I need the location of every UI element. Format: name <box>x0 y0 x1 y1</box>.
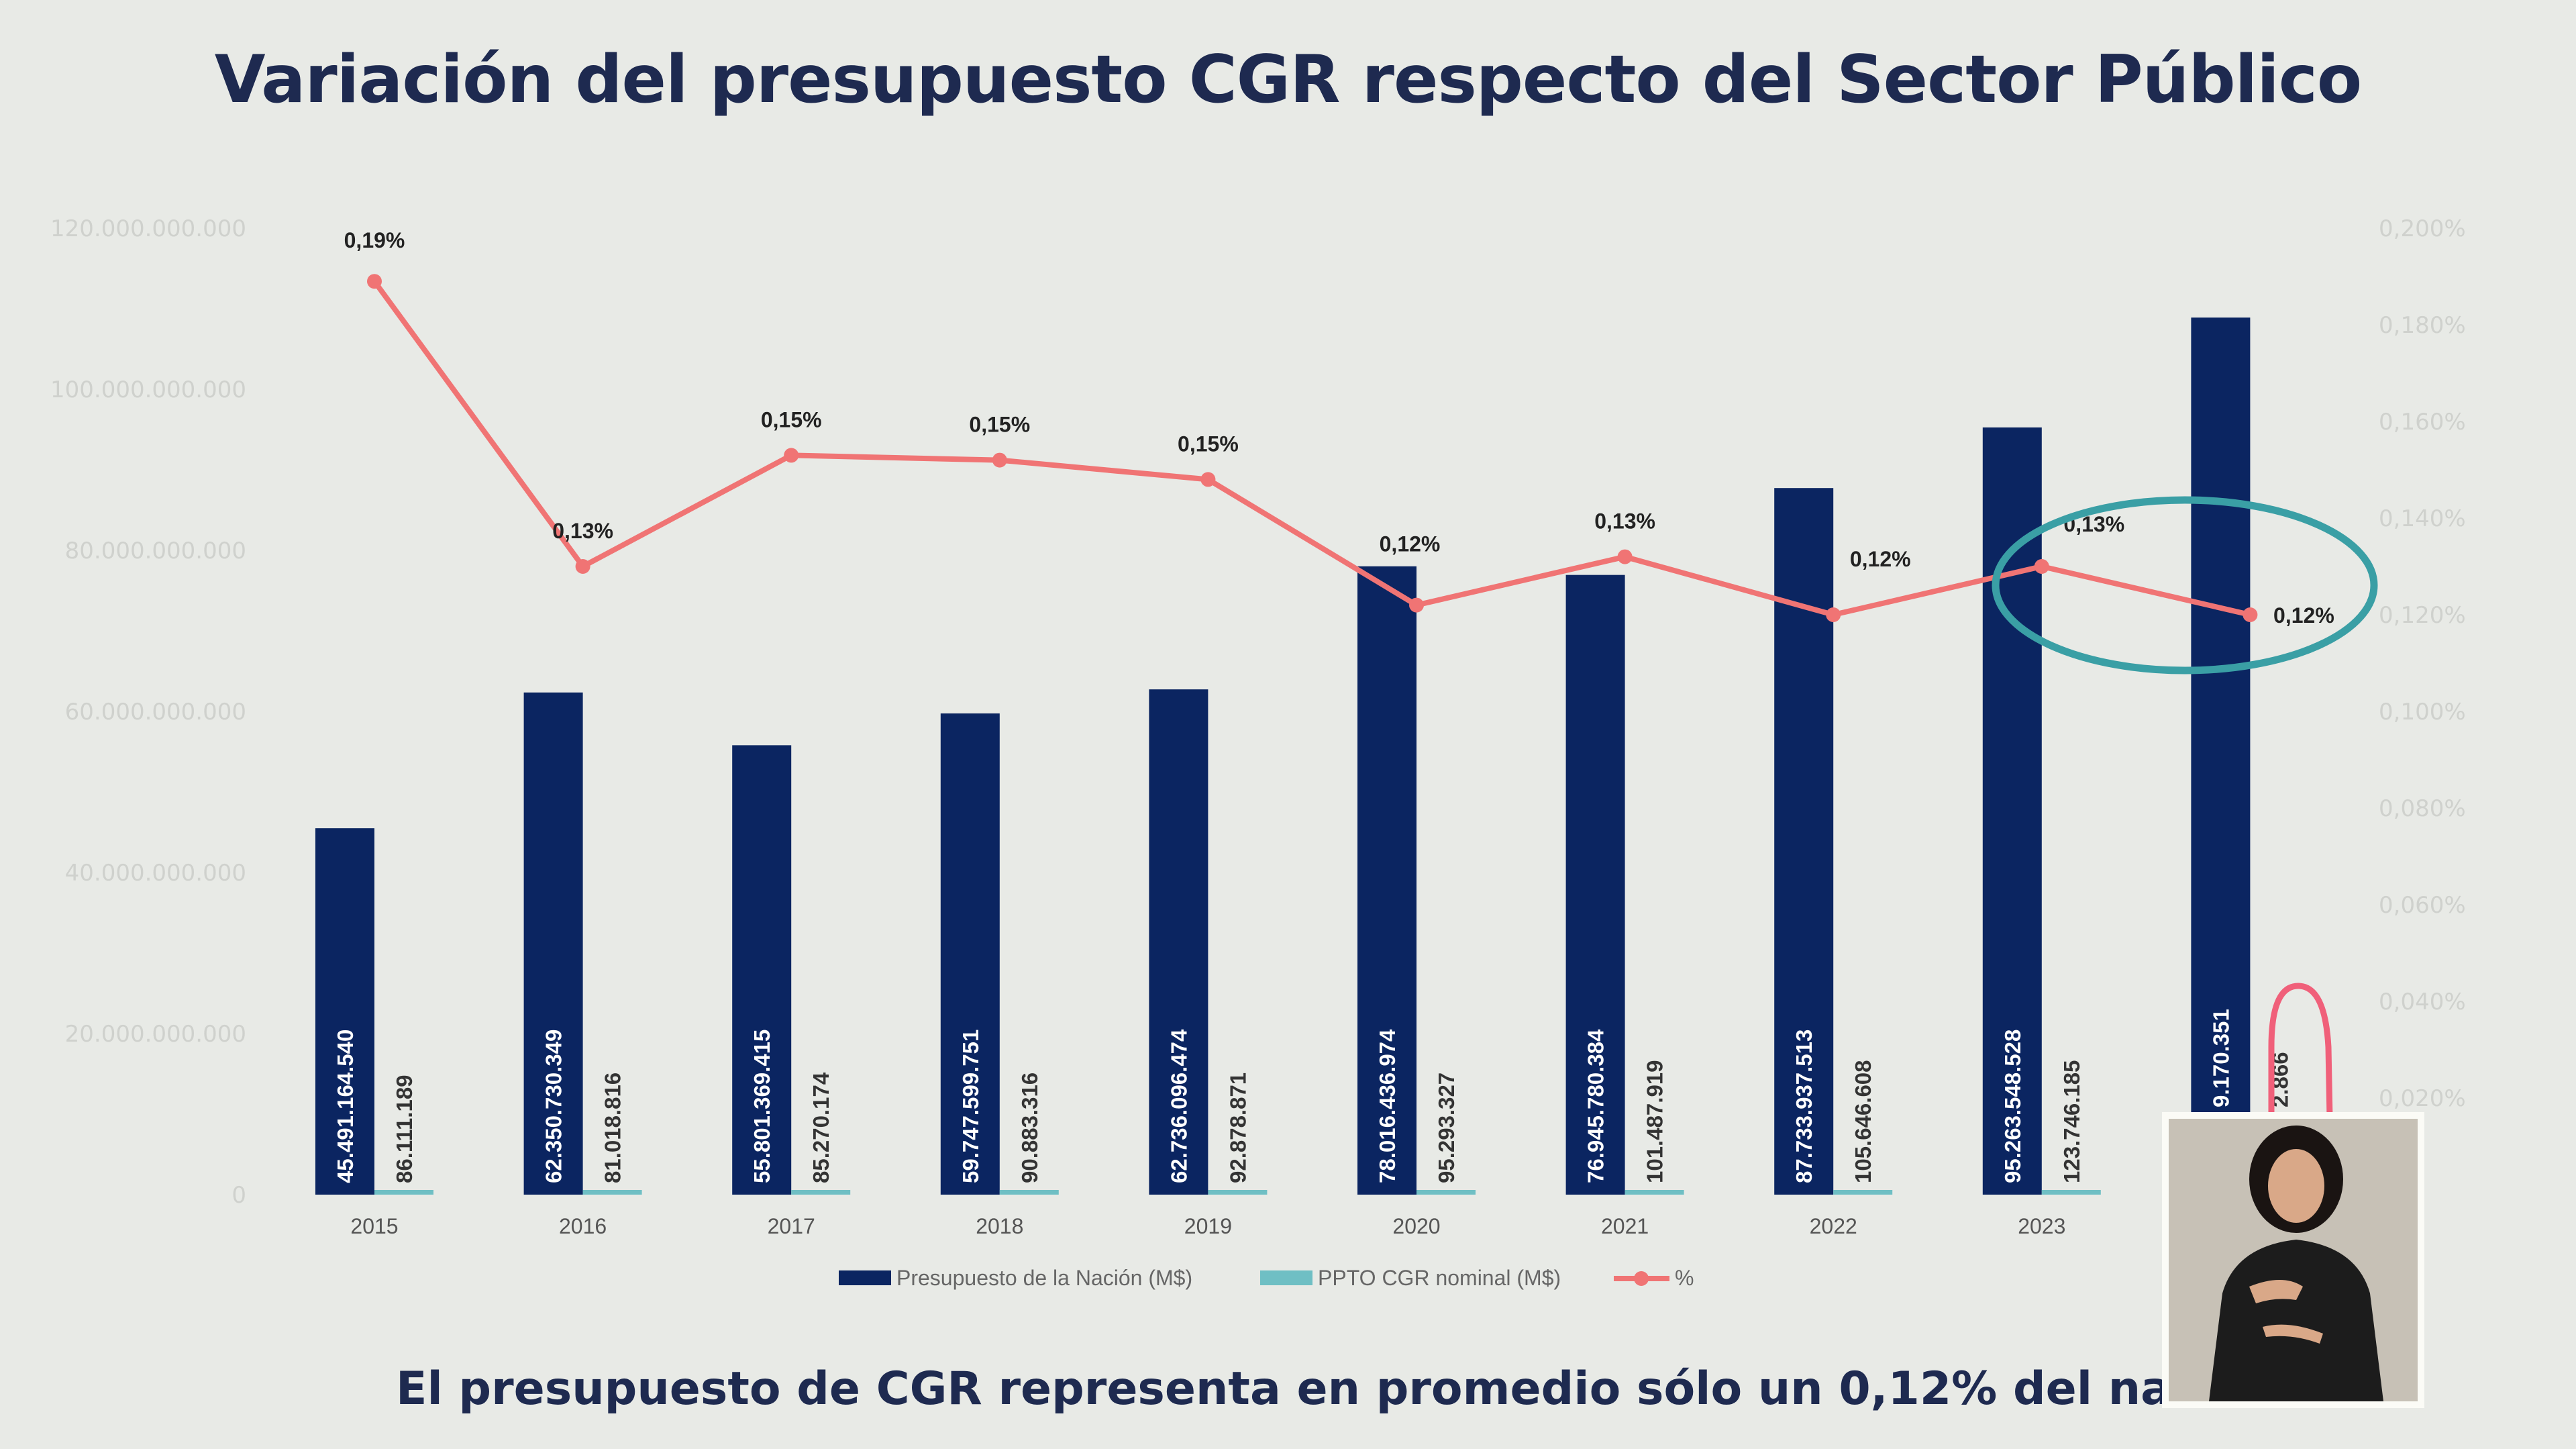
pct-point <box>367 274 382 289</box>
bar-nacion <box>1565 574 1625 1195</box>
bar-nacion-label: 59.747.599.751 <box>958 1030 983 1183</box>
x-tick-label: 2022 <box>1810 1214 1857 1238</box>
x-tick-label: 2023 <box>2018 1214 2065 1238</box>
bar-nacion-label: 62.736.096.474 <box>1166 1029 1191 1183</box>
pct-point <box>784 448 799 463</box>
bar-nacion <box>1149 689 1208 1195</box>
x-tick-label: 2016 <box>559 1214 607 1238</box>
y-left-tick: 20.000.000.000 <box>65 1021 246 1048</box>
y-left-tick: 120.000.000.000 <box>50 215 246 242</box>
pct-data-label: 0,15% <box>1178 432 1239 456</box>
bar-nacion-label: 87.733.937.513 <box>1792 1030 1816 1183</box>
pct-point <box>1617 549 1633 564</box>
highlight-ellipse-red <box>2268 983 2333 1118</box>
bar-cgr <box>791 1190 851 1195</box>
legend-label-nacion: Presupuesto de la Nación (M$) <box>896 1266 1192 1290</box>
bar-nacion <box>940 713 1000 1195</box>
bar-nacion-label: 45.491.164.540 <box>333 1030 358 1183</box>
y-right-tick: 0,100% <box>2379 699 2466 726</box>
pct-data-label: 0,12% <box>1380 532 1441 556</box>
bar-nacion-label: 62.350.730.349 <box>542 1030 566 1183</box>
pct-data-label: 0,15% <box>761 407 822 432</box>
y-right-tick: 0,200% <box>2379 215 2466 242</box>
bar-cgr-label: 86.111.189 <box>392 1075 417 1183</box>
y-right-tick: 0,140% <box>2379 505 2466 532</box>
pct-data-label: 0,13% <box>1594 509 1655 534</box>
slide-title: Variación del presupuesto CGR respecto d… <box>214 42 2362 118</box>
pct-data-label: 0,12% <box>1850 547 1911 571</box>
y-right-tick: 0,080% <box>2379 795 2466 822</box>
y-right-tick: 0,060% <box>2379 892 2466 919</box>
bar-cgr <box>582 1190 642 1195</box>
pct-data-label: 0,19% <box>344 228 405 252</box>
y-right-tick: 0,180% <box>2379 312 2466 339</box>
pct-line <box>372 279 2251 618</box>
bar-nacion <box>2191 317 2251 1195</box>
x-tick-label: 2018 <box>976 1214 1023 1238</box>
bar-nacion <box>732 745 792 1195</box>
y-left-tick: 100.000.000.000 <box>50 377 246 403</box>
bar-cgr-label: 81.018.816 <box>601 1072 625 1183</box>
bar-cgr-label: 90.883.316 <box>1017 1072 1042 1183</box>
bar-cgr-label: 92.878.871 <box>1225 1072 1250 1183</box>
y-left-tick: 0 <box>231 1182 246 1209</box>
y-left-tick: 60.000.000.000 <box>65 699 246 726</box>
x-tick-label: 2020 <box>1392 1214 1440 1238</box>
pct-data-label: 0,15% <box>969 413 1030 437</box>
bar-nacion-label: 78.016.436.974 <box>1375 1029 1400 1183</box>
y-right-tick: 0,120% <box>2379 602 2466 629</box>
bar-nacion <box>523 692 583 1195</box>
x-tick-label: 2019 <box>1184 1214 1232 1238</box>
bar-cgr-label: 101.487.919 <box>1643 1060 1667 1183</box>
y-right-tick: 0,020% <box>2379 1085 2466 1112</box>
pct-data-label: 0,12% <box>2273 603 2334 628</box>
highlight-ellipse-teal <box>1992 496 2378 674</box>
pct-point <box>992 452 1007 468</box>
y-left-tick: 40.000.000.000 <box>65 860 246 887</box>
bar-cgr-label: 95.293.327 <box>1434 1072 1459 1183</box>
x-tick-label: 2017 <box>768 1214 815 1238</box>
legend-marker-pct <box>1634 1271 1649 1286</box>
bar-cgr <box>1625 1190 1684 1195</box>
interpreter-figure <box>2209 1126 2383 1401</box>
pct-point <box>2034 559 2049 574</box>
y-left-tick: 80.000.000.000 <box>65 538 246 564</box>
y-right-tick: 0,040% <box>2379 989 2466 1015</box>
bar-cgr-label: 85.270.174 <box>809 1072 833 1183</box>
bar-cgr <box>1416 1190 1476 1195</box>
pct-point <box>575 559 590 574</box>
bar-cgr <box>2041 1190 2101 1195</box>
bar-cgr-label: 123.746.185 <box>2059 1060 2084 1183</box>
pct-point <box>1200 472 1216 487</box>
bar-cgr <box>1833 1190 1893 1195</box>
bar-nacion <box>315 828 374 1195</box>
y-right-tick: 0,160% <box>2379 409 2466 436</box>
bar-nacion-label: 9.170.351 <box>2208 1009 2233 1107</box>
x-tick-label: 2015 <box>350 1214 398 1238</box>
interpreter-video <box>2162 1112 2424 1408</box>
legend-label-pct: % <box>1675 1266 1694 1290</box>
bar-cgr <box>374 1190 433 1195</box>
legend-label-cgr: PPTO CGR nominal (M$) <box>1318 1266 1561 1290</box>
pct-data-label: 0,13% <box>552 519 613 543</box>
legend-swatch-nacion <box>839 1270 891 1285</box>
bar-cgr-label: 105.646.608 <box>1851 1060 1875 1183</box>
bar-nacion <box>1357 566 1416 1195</box>
bar-cgr <box>1208 1190 1268 1195</box>
x-tick-label: 2021 <box>1601 1214 1649 1238</box>
pct-point <box>1826 607 1841 622</box>
bar-cgr <box>999 1190 1059 1195</box>
legend-swatch-cgr <box>1260 1270 1312 1285</box>
pct-point <box>1409 597 1424 613</box>
pct-point <box>2243 607 2258 622</box>
bar-nacion-label: 95.263.548.528 <box>2000 1030 2025 1183</box>
bar-nacion-label: 55.801.369.415 <box>750 1030 774 1183</box>
bar-nacion-label: 76.945.780.384 <box>1584 1029 1608 1183</box>
slide-footer: El presupuesto de CGR representa en prom… <box>396 1362 2324 1415</box>
